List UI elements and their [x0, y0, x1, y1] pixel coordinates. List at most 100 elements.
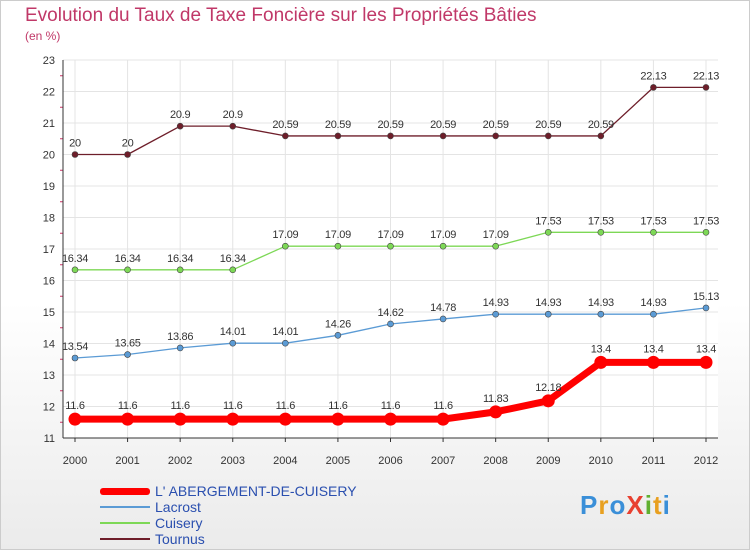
data-label: 20.9 [170, 109, 190, 121]
data-point [387, 320, 394, 328]
data-point [176, 122, 184, 130]
data-label: 16.34 [115, 253, 141, 265]
data-point [121, 412, 135, 426]
data-label: 11.6 [433, 400, 453, 412]
data-label: 20 [69, 138, 81, 150]
data-point [334, 242, 342, 250]
data-label: 13.4 [696, 343, 716, 355]
data-label: 20.59 [325, 119, 351, 131]
data-point [229, 266, 237, 274]
data-label: 17.53 [588, 215, 614, 227]
data-label: 17.53 [693, 215, 719, 227]
data-label: 12.18 [535, 382, 561, 394]
data-point [282, 242, 289, 250]
data-point [650, 229, 657, 236]
data-point [71, 151, 79, 158]
x-tick-label: 2003 [221, 455, 245, 467]
data-point [334, 332, 342, 339]
x-tick-label: 2008 [483, 455, 507, 467]
data-label: 17.09 [483, 229, 509, 241]
data-label: 22.13 [693, 70, 719, 82]
data-point [124, 351, 131, 358]
logo-letter: t [652, 490, 663, 520]
data-label: 14.62 [377, 307, 403, 319]
data-point [544, 132, 552, 140]
x-tick-label: 2006 [378, 455, 402, 467]
data-label: 14.01 [220, 326, 246, 338]
data-label: 11.6 [381, 400, 401, 412]
data-label: 22.13 [640, 70, 666, 82]
data-label: 11.6 [65, 400, 85, 412]
data-point [436, 412, 450, 426]
y-tick-label: 18 [43, 213, 55, 225]
data-point [492, 132, 499, 140]
legend-label: Tournus [155, 531, 205, 547]
data-point [597, 132, 605, 140]
data-point [71, 354, 79, 362]
data-point [541, 394, 555, 408]
y-tick-label: 19 [43, 181, 55, 193]
data-point [229, 339, 237, 347]
data-label: 16.34 [167, 253, 193, 265]
data-point [699, 355, 713, 369]
data-label: 20 [122, 138, 134, 150]
data-point [492, 310, 499, 318]
data-point [176, 344, 184, 352]
logo-letter: o [609, 490, 627, 520]
data-point [176, 266, 184, 274]
data-label: 14.78 [430, 302, 456, 314]
data-label: 11.6 [223, 400, 243, 412]
x-tick-label: 2009 [536, 455, 560, 467]
x-tick-label: 2007 [431, 455, 455, 467]
y-tick-label: 17 [43, 244, 55, 256]
proxiti-logo: ProXiti [580, 490, 671, 521]
data-point [646, 355, 660, 369]
y-tick-label: 22 [43, 87, 55, 99]
legend-swatch [100, 522, 150, 524]
data-label: 14.93 [640, 297, 666, 309]
y-tick-label: 21 [43, 118, 55, 130]
data-point [597, 310, 605, 318]
data-point [597, 229, 605, 236]
data-label: 20.59 [588, 119, 614, 131]
data-label: 20.9 [223, 109, 243, 121]
x-tick-label: 2000 [63, 455, 87, 467]
data-label: 11.6 [276, 400, 296, 412]
data-label: 17.09 [430, 229, 456, 241]
x-tick-label: 2012 [694, 455, 718, 467]
y-tick-label: 13 [43, 370, 55, 382]
x-tick-label: 2001 [115, 455, 139, 467]
data-point [544, 310, 552, 318]
x-tick-label: 2010 [589, 455, 613, 467]
data-point [439, 315, 447, 323]
data-label: 17.09 [377, 229, 403, 241]
data-point [650, 84, 657, 91]
data-label: 13.4 [643, 343, 663, 355]
y-tick-label: 14 [43, 339, 55, 351]
legend-label: Lacrost [155, 499, 201, 515]
data-label: 14.01 [272, 326, 298, 338]
data-label: 17.53 [535, 215, 561, 227]
data-point [650, 310, 657, 318]
data-point [387, 132, 394, 140]
y-tick-label: 11 [44, 433, 55, 445]
data-point [439, 132, 447, 140]
data-point [278, 412, 292, 426]
data-point [439, 242, 447, 250]
x-tick-label: 2011 [642, 455, 666, 467]
y-tick-label: 16 [43, 276, 55, 288]
legend-label: Cuisery [155, 515, 203, 531]
data-label: 13.54 [62, 341, 88, 353]
data-point [702, 84, 710, 91]
data-point [489, 405, 503, 419]
logo-letter: P [580, 490, 599, 520]
data-label: 11.6 [170, 400, 190, 412]
data-label: 20.59 [377, 119, 403, 131]
legend-swatch [100, 506, 150, 508]
data-point [71, 266, 79, 274]
y-tick-label: 12 [43, 402, 55, 414]
x-tick-label: 2005 [326, 455, 350, 467]
data-point [124, 266, 131, 274]
data-point [124, 151, 131, 158]
